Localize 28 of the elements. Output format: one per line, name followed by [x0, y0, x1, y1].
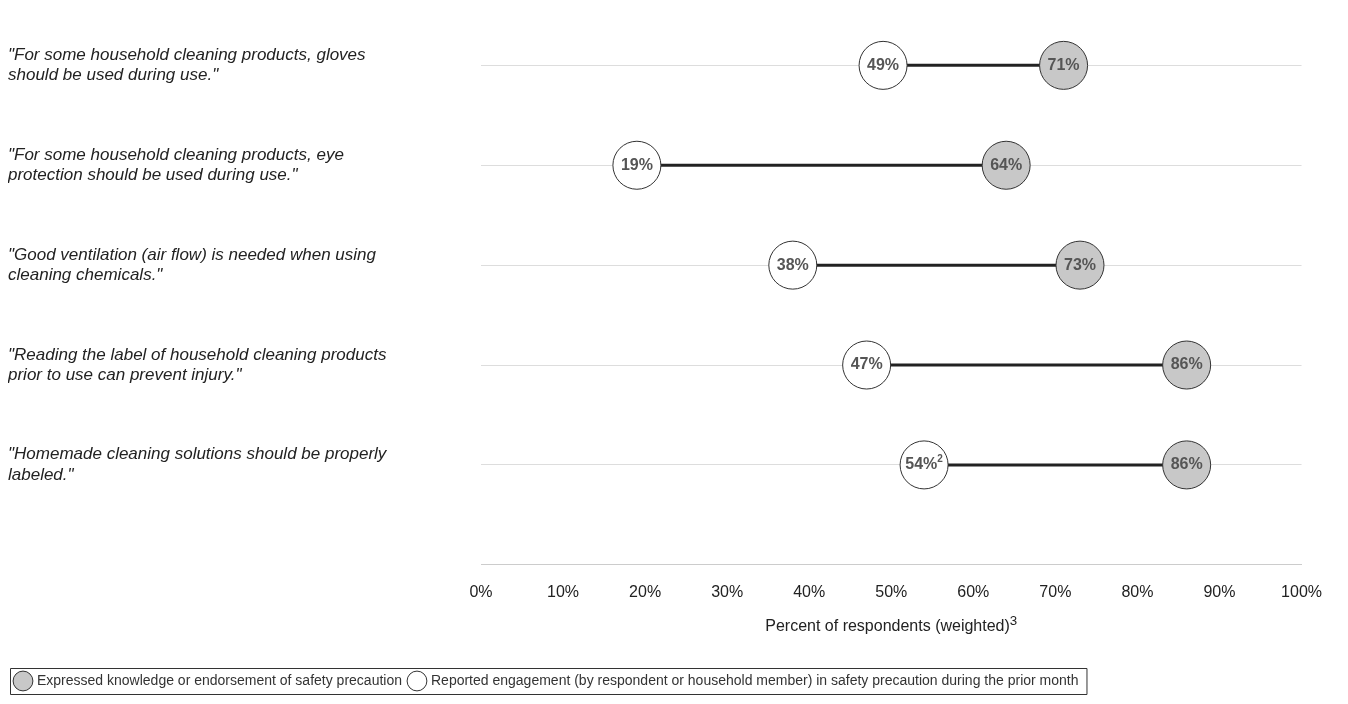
data-label: 86%	[1170, 355, 1203, 373]
y-tick-label: "Good ventilation (air flow) is needed when using cleaning chemicals."	[8, 244, 377, 285]
x-tick-label: 70%	[1039, 582, 1072, 600]
data-label: 19%	[620, 155, 653, 173]
data-label: 86%	[1170, 455, 1203, 473]
x-axis-title: Percent of respondents (weighted)$^{3}$	[764, 612, 1019, 636]
data-label: 64%	[990, 155, 1023, 173]
data-label: 73%	[1063, 255, 1097, 273]
x-tick-label: 0%	[469, 582, 493, 600]
y-tick-label: "For some household cleaning products, gloves should be used during use."	[8, 44, 367, 85]
y-tick-label: "Homemade cleaning solutions should be properly labeled."	[8, 444, 388, 484]
legend-label: Expressed knowledge or endorsement of safety precaution	[37, 671, 402, 688]
data-label: 71%	[1047, 55, 1080, 73]
x-tick-label: 100%	[1281, 582, 1322, 600]
y-tick-label: "For some household cleaning products, eye protection should be used during use."	[7, 144, 344, 185]
x-tick-label: 50%	[875, 582, 908, 600]
y-tick-label: "Reading the label of household cleaning products prior to use can prevent injury."	[7, 344, 387, 384]
data-label: 47%	[850, 355, 883, 373]
data-label: 49%	[867, 55, 900, 73]
legend-label: Reported engagement (by respondent or household member) in safety precaution during the prior month	[430, 671, 1079, 688]
x-tick-label: 10%	[547, 582, 580, 600]
x-tick-label: 20%	[629, 582, 662, 600]
x-tick-label: 90%	[1203, 582, 1236, 600]
data-label: 38%	[776, 255, 809, 273]
x-tick-label: 30%	[711, 582, 744, 600]
x-tick-label: 40%	[793, 582, 826, 600]
x-tick-label: 80%	[1121, 582, 1154, 600]
x-tick-label: 60%	[957, 582, 990, 600]
